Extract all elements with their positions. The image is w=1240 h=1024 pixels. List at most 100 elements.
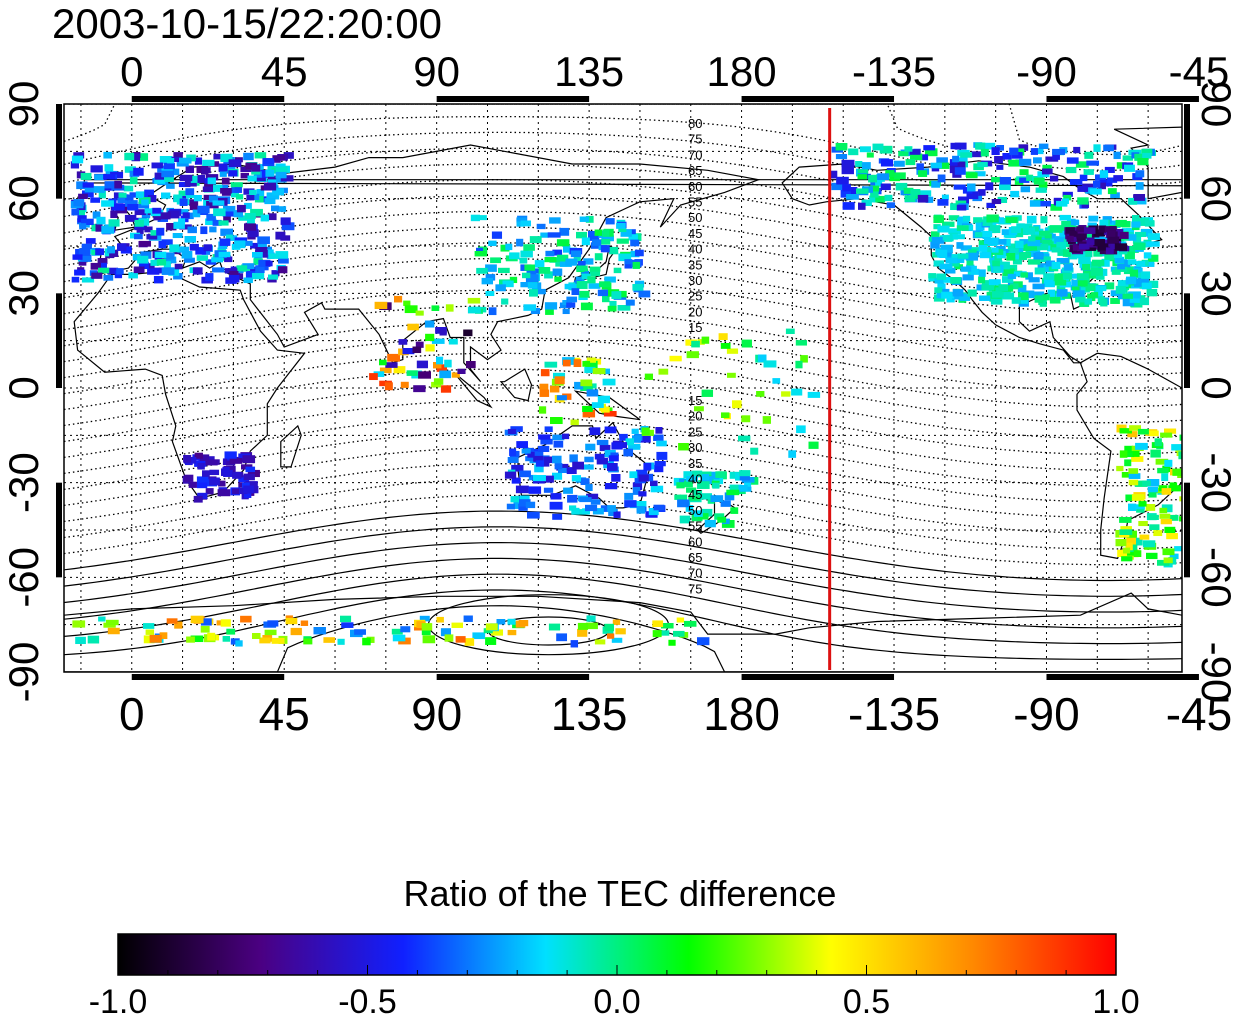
tec-data-cell — [691, 340, 700, 348]
tec-data-cell — [715, 471, 726, 478]
tec-data-cell — [192, 267, 203, 275]
tec-data-cell — [536, 288, 546, 295]
tec-data-cell — [1188, 444, 1198, 449]
axis-bar-right — [1184, 293, 1190, 388]
contour-line — [64, 605, 1182, 672]
tec-data-cell — [448, 338, 458, 345]
tec-data-cell — [1093, 249, 1103, 257]
tec-data-cell — [511, 477, 521, 484]
tec-data-cell — [1137, 428, 1149, 435]
tec-data-cell — [1190, 421, 1198, 428]
tec-data-cell — [1131, 456, 1144, 462]
tec-data-cell — [290, 627, 302, 636]
tec-data-cell — [79, 223, 87, 230]
tec-data-cell — [205, 218, 217, 226]
tec-data-cell — [669, 355, 682, 362]
tec-data-cell — [660, 623, 674, 629]
tec-data-cell — [73, 199, 85, 207]
tec-data-cell — [117, 198, 128, 204]
tec-data-cell — [90, 165, 103, 173]
tec-data-cell — [257, 236, 270, 245]
tec-data-cell — [205, 273, 214, 281]
tec-data-cell — [550, 417, 563, 425]
tec-data-cell — [505, 243, 513, 251]
tec-data-cell — [717, 516, 727, 523]
tec-data-cell — [1020, 251, 1032, 259]
tec-data-cell — [584, 456, 594, 463]
tec-data-cell — [958, 196, 970, 205]
tec-data-cell — [573, 359, 582, 368]
tec-data-cell — [550, 493, 562, 500]
tec-data-cell — [1145, 504, 1156, 511]
tec-data-cell — [519, 495, 530, 502]
tec-data-cell — [1118, 248, 1128, 255]
tec-data-cell — [556, 239, 570, 247]
tec-data-cell — [582, 405, 593, 413]
tec-data-cell — [1134, 194, 1146, 201]
tec-data-cell — [624, 261, 633, 269]
tec-data-cell — [1113, 175, 1124, 182]
tec-data-cell — [1034, 267, 1046, 275]
tec-data-cell — [730, 484, 739, 492]
tec-data-cell — [203, 244, 213, 252]
tec-data-cell — [608, 455, 619, 462]
tec-data-cell — [244, 213, 256, 220]
tec-data-cell — [474, 251, 487, 257]
tec-data-cell — [582, 409, 596, 418]
tec-data-cell — [720, 500, 731, 507]
tec-data-cell — [247, 469, 260, 478]
tec-data-cell — [472, 632, 486, 640]
tec-data-cell — [1117, 549, 1128, 558]
tec-data-cell — [129, 177, 138, 185]
tec-data-cell — [946, 295, 955, 303]
x-tick-label-top: -90 — [1016, 48, 1077, 95]
tec-data-cell — [252, 252, 263, 258]
tec-data-cell — [1109, 220, 1121, 228]
tec-data-cell — [431, 305, 440, 311]
tec-data-cell — [236, 265, 248, 272]
contour-label: 65 — [688, 550, 702, 565]
tec-data-cell — [1018, 144, 1029, 151]
tec-data-cell — [984, 237, 995, 245]
tec-data-cell — [1033, 148, 1044, 155]
tec-data-cell — [190, 615, 204, 624]
tec-data-cell — [756, 391, 765, 397]
tec-data-cell — [697, 637, 710, 646]
tec-data-cell — [969, 265, 977, 272]
axis-bar-bottom — [1046, 674, 1199, 680]
tec-data-cell — [161, 267, 175, 275]
tec-data-cell — [594, 639, 606, 645]
tec-data-cell — [594, 453, 605, 460]
tec-data-cell — [440, 628, 452, 637]
tec-data-cell — [1075, 161, 1089, 168]
tec-data-cell — [694, 510, 703, 517]
contour-labels: 8075706560555045403530252015152025303540… — [688, 116, 702, 596]
tec-data-cell — [1083, 227, 1096, 234]
tec-data-cell — [556, 254, 569, 263]
tec-data-cell — [1078, 256, 1091, 264]
tec-data-cell — [1082, 183, 1095, 191]
tec-data-cell — [223, 469, 233, 477]
tec-data-cell — [1082, 250, 1093, 258]
tec-data-cell — [997, 196, 1008, 203]
tec-data-cell — [313, 627, 326, 635]
axis-bar-top — [436, 96, 590, 102]
x-tick-label-bottom: 45 — [259, 688, 310, 740]
tec-data-cell — [124, 166, 136, 173]
tec-data-cell — [85, 238, 96, 244]
tec-data-cell — [738, 485, 748, 492]
tec-data-cell — [625, 438, 634, 446]
tec-data-cell — [611, 474, 621, 482]
tec-data-cell — [673, 630, 685, 637]
tec-data-cell — [841, 159, 855, 168]
tec-data-cell — [1015, 240, 1024, 249]
tec-data-cell — [1119, 428, 1132, 434]
tec-data-cell — [602, 229, 610, 237]
tec-data-cell — [73, 152, 85, 159]
tec-data-cell — [189, 243, 199, 251]
tec-data-cell — [98, 616, 106, 622]
tec-data-cell — [205, 174, 219, 181]
tec-data-cell — [93, 186, 105, 193]
tec-data-cell — [980, 230, 993, 238]
tec-data-cell — [618, 253, 632, 262]
